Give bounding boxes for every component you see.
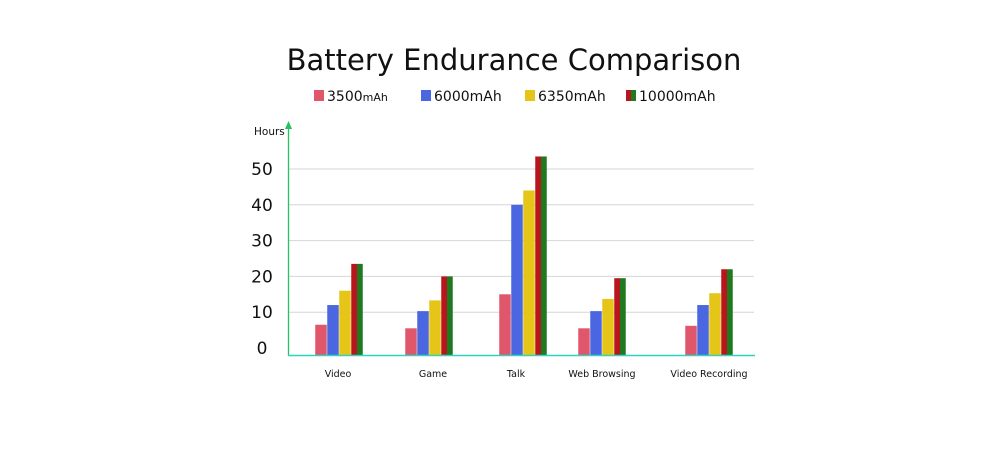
chart-title: Battery Endurance Comparison <box>287 43 742 77</box>
bar-game-10000mah-right <box>447 276 453 355</box>
legend-item-6000mah: 6000mAh <box>421 89 502 105</box>
legend-label-10000mah: 10000mAh <box>639 89 716 105</box>
bar-game-6000mah <box>417 311 429 355</box>
bar-talk-3500mah <box>499 294 511 355</box>
bar-web-browsing-6000mah <box>590 311 602 355</box>
bar-web-browsing-3500mah <box>578 328 590 355</box>
bar-group-video <box>315 263 363 355</box>
bar-video-6000mah <box>327 305 339 355</box>
bar-video-recording-10000mah-left <box>721 269 727 355</box>
y-tick-label-10: 10 <box>251 303 273 323</box>
bar-group-game <box>405 276 453 355</box>
bar-talk-10000mah-left <box>535 156 541 355</box>
bar-video-10000mah-right <box>357 263 363 355</box>
bar-video-6350mah <box>339 290 351 355</box>
x-tick-label-talk: Talk <box>506 369 526 380</box>
y-axis-arrow-icon <box>285 121 292 129</box>
legend-item-6350mah: 6350mAh <box>525 89 606 105</box>
bar-video-recording-10000mah-right <box>727 269 733 355</box>
legend-swatch-6000mah <box>421 90 431 101</box>
bar-video-recording-3500mah <box>685 325 697 355</box>
bar-talk-6350mah <box>523 190 535 355</box>
bar-web-browsing-6350mah <box>602 298 614 355</box>
y-tick-label-50: 50 <box>251 160 273 180</box>
bar-web-browsing-10000mah-left <box>614 278 620 355</box>
bar-talk-6000mah <box>511 204 523 355</box>
legend-swatch-3500mah <box>314 90 324 101</box>
bar-video-recording-6000mah <box>697 305 709 355</box>
legend-label-6350mah: 6350mAh <box>538 89 606 105</box>
bar-web-browsing-10000mah-right <box>620 278 626 355</box>
bar-talk-10000mah-right <box>541 156 547 355</box>
x-tick-label-web-browsing: Web Browsing <box>568 369 635 380</box>
legend-label-3500mah: 3500mAh <box>327 89 388 105</box>
legend-label-6000mah: 6000mAh <box>434 89 502 105</box>
x-tick-label-game: Game <box>419 369 447 380</box>
x-axis-ticks: Video Game Talk Web Browsing Video Recording <box>325 369 748 380</box>
y-tick-label-0: 0 <box>257 339 268 359</box>
y-axis-label: Hours <box>254 126 285 138</box>
y-axis-ticks: 0 10 20 30 40 50 <box>251 160 273 359</box>
bar-video-recording-10000mah <box>721 269 733 355</box>
bar-group-web-browsing <box>578 278 626 355</box>
bar-web-browsing-10000mah <box>614 278 626 355</box>
bar-game-10000mah-left <box>441 276 447 355</box>
legend-swatch-10000mah <box>626 90 636 101</box>
bar-video-10000mah <box>351 263 363 355</box>
y-tick-label-20: 20 <box>251 267 273 287</box>
legend-item-3500mah: 3500mAh <box>314 89 388 105</box>
y-tick-label-40: 40 <box>251 196 273 216</box>
bar-video-3500mah <box>315 324 327 355</box>
bar-video-10000mah-left <box>351 263 357 355</box>
bar-group-video-recording <box>685 269 733 355</box>
legend-item-10000mah: 10000mAh <box>626 89 716 105</box>
bar-talk-10000mah <box>535 156 547 355</box>
bar-group-talk <box>499 156 547 355</box>
y-tick-label-30: 30 <box>251 232 273 252</box>
legend-swatch-6350mah <box>525 90 535 101</box>
bar-game-10000mah <box>441 276 453 355</box>
bar-groups <box>315 156 733 355</box>
bar-video-recording-6350mah <box>709 293 721 355</box>
legend: 3500mAh 6000mAh 6350mAh 10000mAh <box>314 89 716 105</box>
axes <box>285 121 755 357</box>
x-tick-label-video-recording: Video Recording <box>670 369 747 380</box>
x-tick-label-video: Video <box>325 369 352 380</box>
bar-game-3500mah <box>405 328 417 355</box>
bar-game-6350mah <box>429 300 441 355</box>
